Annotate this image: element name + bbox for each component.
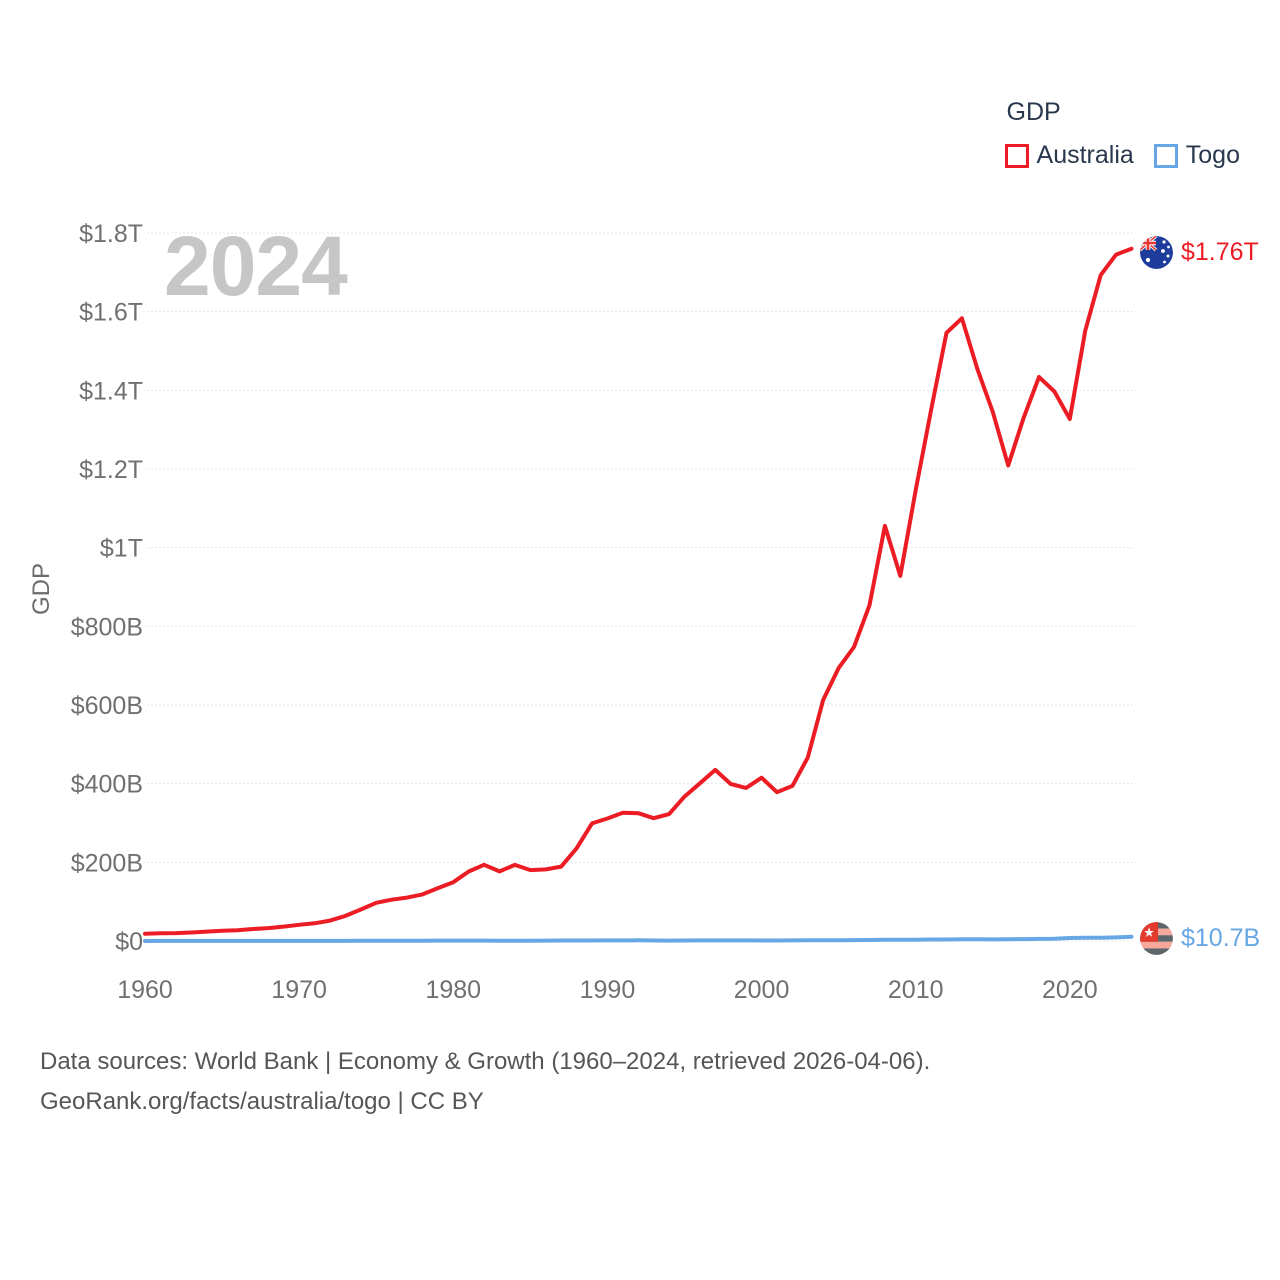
legend: GDP Australia Togo: [1004, 98, 1240, 170]
togo-series-checkbox[interactable]: [1153, 143, 1178, 168]
footer: Data sources: World Bank | Economy & Gro…: [40, 1042, 930, 1122]
y-tick-label: $1T: [100, 535, 143, 563]
x-tick-label: 2000: [734, 976, 790, 1004]
y-tick-label: $600B: [71, 692, 143, 720]
y-tick-label: $1.6T: [79, 299, 143, 327]
togo-end-value: $10.7B: [1181, 924, 1261, 952]
legend-item-togo[interactable]: Togo: [1153, 141, 1240, 170]
y-tick-label: $800B: [71, 613, 143, 641]
australia-end-label: $1.76T: [1140, 236, 1259, 269]
legend-label-australia: Australia: [1036, 141, 1134, 169]
togo-flag-icon: [1140, 922, 1173, 955]
australia-flag-icon: [1140, 236, 1173, 269]
x-tick-label: 1970: [271, 976, 327, 1004]
x-tick-label: 2010: [888, 976, 944, 1004]
year-watermark: 2024: [164, 219, 348, 313]
togo-gdp-line: [143, 934, 1134, 943]
attribution-line: GeoRank.org/facts/australia/togo | CC BY: [40, 1088, 484, 1115]
togo-end-label: $10.7B: [1140, 922, 1260, 955]
legend-item-australia[interactable]: Australia: [1004, 141, 1134, 170]
y-tick-label: $1.4T: [79, 377, 143, 405]
y-tick-label: $1.8T: [79, 220, 143, 248]
x-tick-label: 1990: [580, 976, 636, 1004]
gdp-line-chart: $0 $200B $400B $600B $800B $1T $1.2T $1.4T $1.6T…: [71, 220, 1135, 1004]
australia-series-checkbox[interactable]: [1004, 143, 1029, 168]
legend-label-togo: Togo: [1185, 141, 1240, 169]
australia-end-value: $1.76T: [1181, 238, 1259, 266]
x-tick-label: 1980: [425, 976, 481, 1004]
legend-title: GDP: [1006, 98, 1061, 126]
y-tick-label: $400B: [71, 771, 143, 799]
y-tick-label: $200B: [71, 849, 143, 877]
data-sources-line: Data sources: World Bank | Economy & Gro…: [40, 1048, 931, 1075]
x-tick-label: 2020: [1042, 976, 1098, 1004]
y-tick-label: $0: [115, 928, 143, 956]
y-tick-label: $1.2T: [79, 456, 143, 484]
australia-gdp-line: [143, 246, 1134, 936]
x-tick-label: 1960: [117, 976, 173, 1004]
